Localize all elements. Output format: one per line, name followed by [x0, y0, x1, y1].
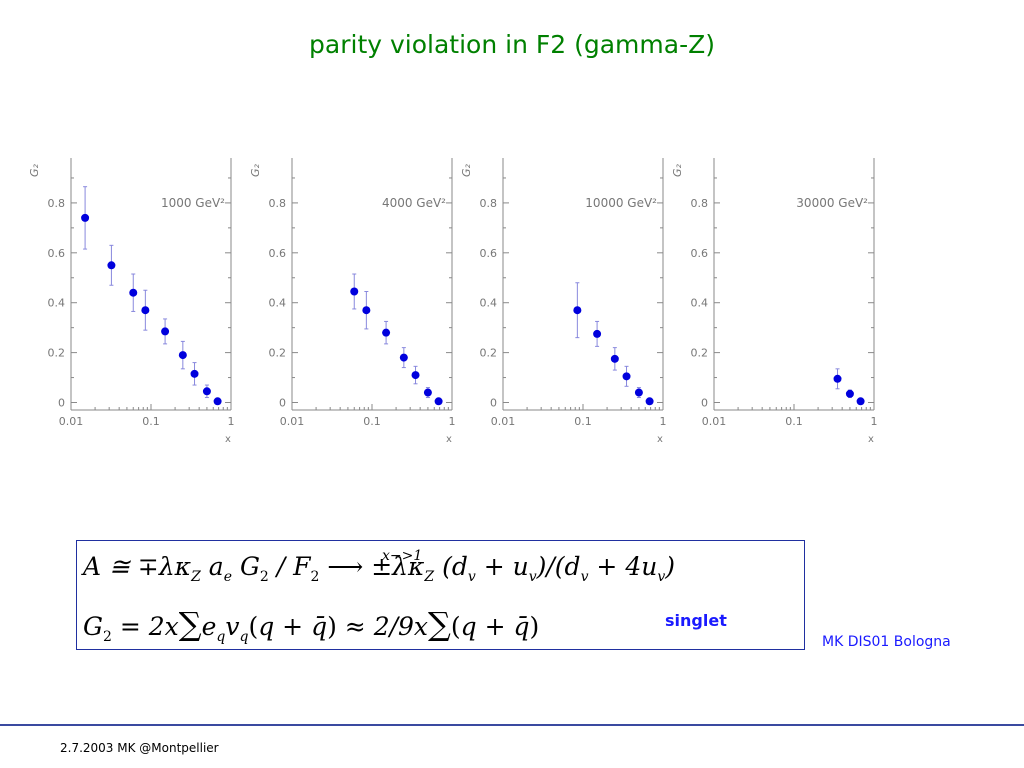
y-tick-label: 0: [490, 397, 497, 410]
data-point: [434, 397, 443, 406]
y-tick-label: 0.6: [480, 247, 498, 260]
data-point: [161, 327, 170, 336]
x-tick-label: 1: [449, 415, 456, 428]
formula-g2: G2 = 2x∑eqvq(q + q̄) ≈ 2/9x∑(q + q̄): [83, 605, 540, 645]
y-axis-label: G₂: [671, 163, 684, 177]
formula-line1-left: A ≅ ∓λκ: [83, 552, 192, 581]
data-point: [382, 328, 391, 337]
y-tick-label: 0.2: [691, 347, 709, 360]
y-tick-label: 0.4: [691, 297, 709, 310]
chart-panel-1: 0 0.2 0.4 0.6 0.8 0.01 0.1 1 G₂ x 1000 GeV²: [28, 158, 235, 445]
x-tick-label: 0.1: [363, 415, 381, 428]
y-axis-label: G₂: [249, 163, 262, 177]
y-tick-label: 0.6: [48, 247, 66, 260]
y-tick-label: 0.2: [48, 347, 66, 360]
x-tick-label: 1: [871, 415, 878, 428]
x-tick-label: 0.01: [59, 415, 84, 428]
y-tick-label: 0.8: [269, 197, 287, 210]
y-tick-label: 0.4: [480, 297, 498, 310]
x-axis-label: x: [225, 434, 231, 445]
formula-box: A ≅ ∓λκZ ae G2 / F2 ⟶ ±λκZ (dv + uv)/(dv…: [76, 540, 805, 650]
x-axis-label: x: [868, 434, 874, 445]
formula-line1-g2: G: [239, 552, 260, 581]
y-tick-label: 0.2: [480, 347, 498, 360]
arrow-label: x−>1: [382, 548, 423, 564]
y-tick-label: 0.8: [480, 197, 498, 210]
formula-line1-tail: (dv + uv)/(dv + 4uv): [442, 552, 676, 585]
x-tick-label: 0.1: [574, 415, 592, 428]
data-point: [178, 351, 187, 360]
data-point: [845, 389, 854, 398]
slide-title: parity violation in F2 (gamma-Z): [309, 30, 715, 59]
data-point: [213, 397, 222, 406]
y-tick-label: 0.4: [269, 297, 287, 310]
singlet-label: singlet: [665, 611, 727, 630]
y-tick-label: 0.6: [691, 247, 709, 260]
x-tick-label: 1: [228, 415, 235, 428]
data-point: [141, 306, 150, 315]
data-point: [634, 388, 643, 397]
data-point: [411, 371, 420, 380]
y-tick-label: 0: [279, 397, 286, 410]
y-tick-label: 0.4: [48, 297, 66, 310]
data-point: [573, 306, 582, 315]
data-point: [190, 369, 199, 378]
limit-arrow: ⟶: [327, 552, 364, 581]
x-axis-label: x: [657, 434, 663, 445]
data-point: [362, 306, 371, 315]
formula-line1-right: ±λκ: [371, 552, 425, 581]
x-axis-label: x: [446, 434, 452, 445]
data-point: [107, 261, 116, 270]
x-tick-label: 0.1: [142, 415, 160, 428]
chart-panel-3: 0 0.2 0.4 0.6 0.8 0.01 0.1 1 G₂ x 10000 GeV²: [460, 158, 667, 445]
data-point: [856, 397, 865, 406]
y-tick-label: 0.8: [48, 197, 66, 210]
data-point: [350, 287, 359, 296]
data-point: [202, 387, 211, 396]
data-point: [129, 288, 138, 297]
q2-annotation: 10000 GeV²: [585, 196, 657, 210]
footer-divider: [0, 724, 1024, 726]
formula-line1-ae: a: [208, 552, 224, 581]
footer-text: 2.7.2003 MK @Montpellier: [60, 741, 219, 755]
x-tick-label: 0.01: [280, 415, 305, 428]
data-point: [423, 388, 432, 397]
y-axis-label: G₂: [28, 163, 41, 177]
g2-charts: 0 0.2 0.4 0.6 0.8 0.01 0.1 1 G₂ x 1000 GeV² 0 0.2 0.4…: [28, 158, 878, 445]
y-tick-label: 0: [58, 397, 65, 410]
x-tick-label: 1: [660, 415, 667, 428]
conference-label: MK DIS01 Bologna: [822, 634, 951, 650]
q2-annotation: 30000 GeV²: [796, 196, 868, 210]
formula-asymmetry: A ≅ ∓λκZ ae G2 / F2 ⟶ ±λκZ (dv + uv)/(dv…: [83, 552, 676, 585]
chart-panel-2: 0 0.2 0.4 0.6 0.8 0.01 0.1 1 G₂ x 4000 GeV²: [249, 158, 456, 445]
data-point: [622, 372, 631, 381]
data-point: [81, 213, 90, 222]
y-tick-label: 0.8: [691, 197, 709, 210]
data-point: [593, 329, 602, 338]
formula-line1-f2: / F: [276, 552, 311, 581]
data-point: [610, 354, 619, 363]
y-axis-label: G₂: [460, 163, 473, 177]
data-point: [645, 397, 654, 406]
y-tick-label: 0.6: [269, 247, 287, 260]
y-tick-label: 0.2: [269, 347, 287, 360]
x-tick-label: 0.01: [702, 415, 727, 428]
y-tick-label: 0: [701, 397, 708, 410]
x-tick-label: 0.1: [785, 415, 803, 428]
data-point: [399, 353, 408, 362]
q2-annotation: 4000 GeV²: [382, 196, 446, 210]
x-tick-label: 0.01: [491, 415, 516, 428]
q2-annotation: 1000 GeV²: [161, 196, 225, 210]
data-point: [833, 374, 842, 383]
chart-panel-4: 0 0.2 0.4 0.6 0.8 0.01 0.1 1 G₂ x 30000 GeV²: [671, 158, 878, 445]
